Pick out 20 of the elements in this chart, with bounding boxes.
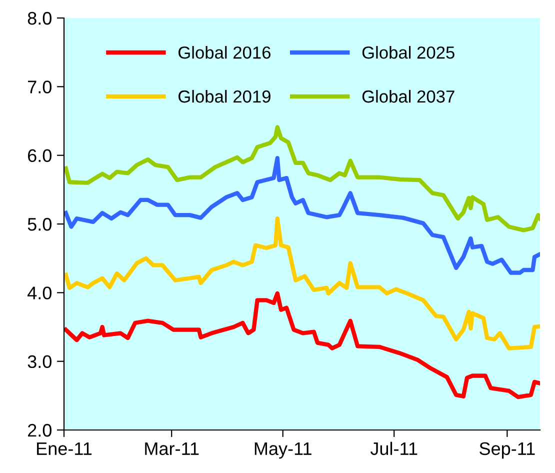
line-series — [64, 216, 540, 350]
y-tick-label: 2.0 — [28, 424, 52, 437]
x-tick-label: Ene-11 — [37, 442, 92, 456]
x-tick-label: Jul-11 — [370, 442, 418, 456]
y-tick-label: 5.0 — [28, 218, 52, 231]
x-tick-label: Sep-11 — [480, 442, 535, 459]
x-tick-label: May-11 — [254, 442, 312, 459]
legend-label: Global 2016 — [178, 46, 270, 59]
line-series — [64, 156, 540, 275]
x-tick-label: Mar-11 — [145, 442, 199, 456]
legend-label: Global 2019 — [178, 90, 270, 103]
line-series — [64, 125, 540, 232]
y-tick-label: 7.0 — [28, 80, 52, 94]
legend-label: Global 2025 — [362, 46, 454, 59]
y-tick-label: 8.0 — [28, 12, 52, 25]
y-tick-label: 4.0 — [28, 286, 52, 300]
y-tick-label: 3.0 — [28, 355, 52, 368]
legend-label: Global 2037 — [362, 90, 454, 103]
line-series — [64, 291, 540, 400]
y-tick-label: 6.0 — [28, 149, 52, 162]
